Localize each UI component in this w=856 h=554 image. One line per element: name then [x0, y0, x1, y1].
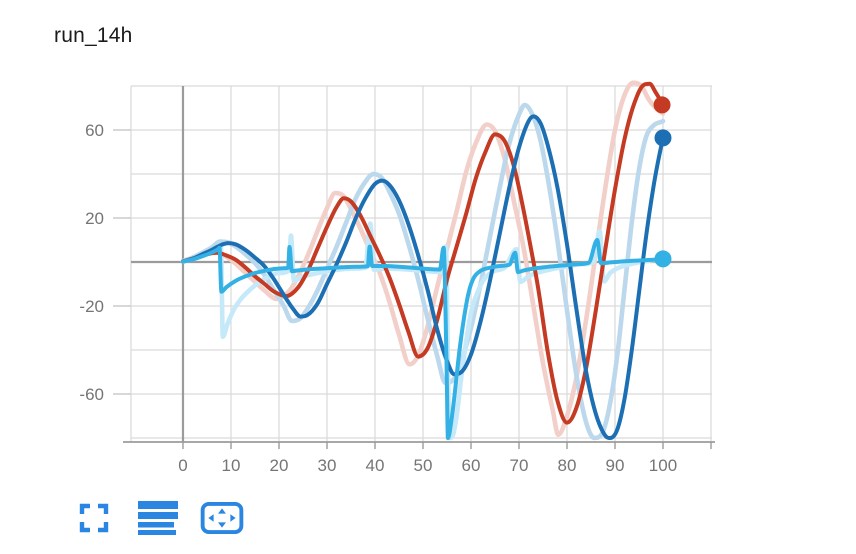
x-tick-label: 60: [462, 456, 481, 475]
x-tick-label: 30: [318, 456, 337, 475]
fit-to-domain-icon: [200, 501, 244, 535]
grid-layer: [113, 85, 715, 449]
x-tick-label: 50: [414, 456, 433, 475]
chart-title: run_14h: [54, 24, 133, 47]
x-tick-label: 20: [270, 456, 289, 475]
x-tick-label: 0: [178, 456, 187, 475]
y-tick-label: -20: [79, 297, 104, 316]
light_blue_smoothed-endpoint-dot: [654, 250, 672, 268]
y-tick-label: 20: [85, 209, 104, 228]
y-tick-label: 60: [85, 121, 104, 140]
blue_smoothed-endpoint-dot: [654, 129, 672, 147]
y-tick-label: -60: [79, 385, 104, 404]
x-tick-label: 70: [510, 456, 529, 475]
fullscreen-button[interactable]: [72, 497, 116, 539]
chart-toolbar: [72, 497, 244, 539]
fullscreen-icon: [79, 503, 109, 533]
x-tick-label: 90: [606, 456, 625, 475]
x-tick-label: 40: [366, 456, 385, 475]
x-tick-label: 100: [649, 456, 677, 475]
series-layer: [180, 80, 666, 441]
x-tick-label: 10: [222, 456, 241, 475]
red_smoothed-endpoint-dot: [653, 96, 671, 114]
axis-labels: 0 10 20 30 40 50 60 70 80 90 100 60 20 -20 -60: [79, 121, 677, 475]
data-table-icon: [138, 501, 178, 535]
data-table-button[interactable]: [136, 497, 180, 539]
x-tick-label: 80: [558, 456, 577, 475]
red_smoothed-line: [181, 81, 665, 425]
light_blue_smoothed-line: [181, 238, 665, 440]
fit-to-domain-button[interactable]: [200, 497, 244, 539]
endpoint-dots: [653, 96, 672, 268]
